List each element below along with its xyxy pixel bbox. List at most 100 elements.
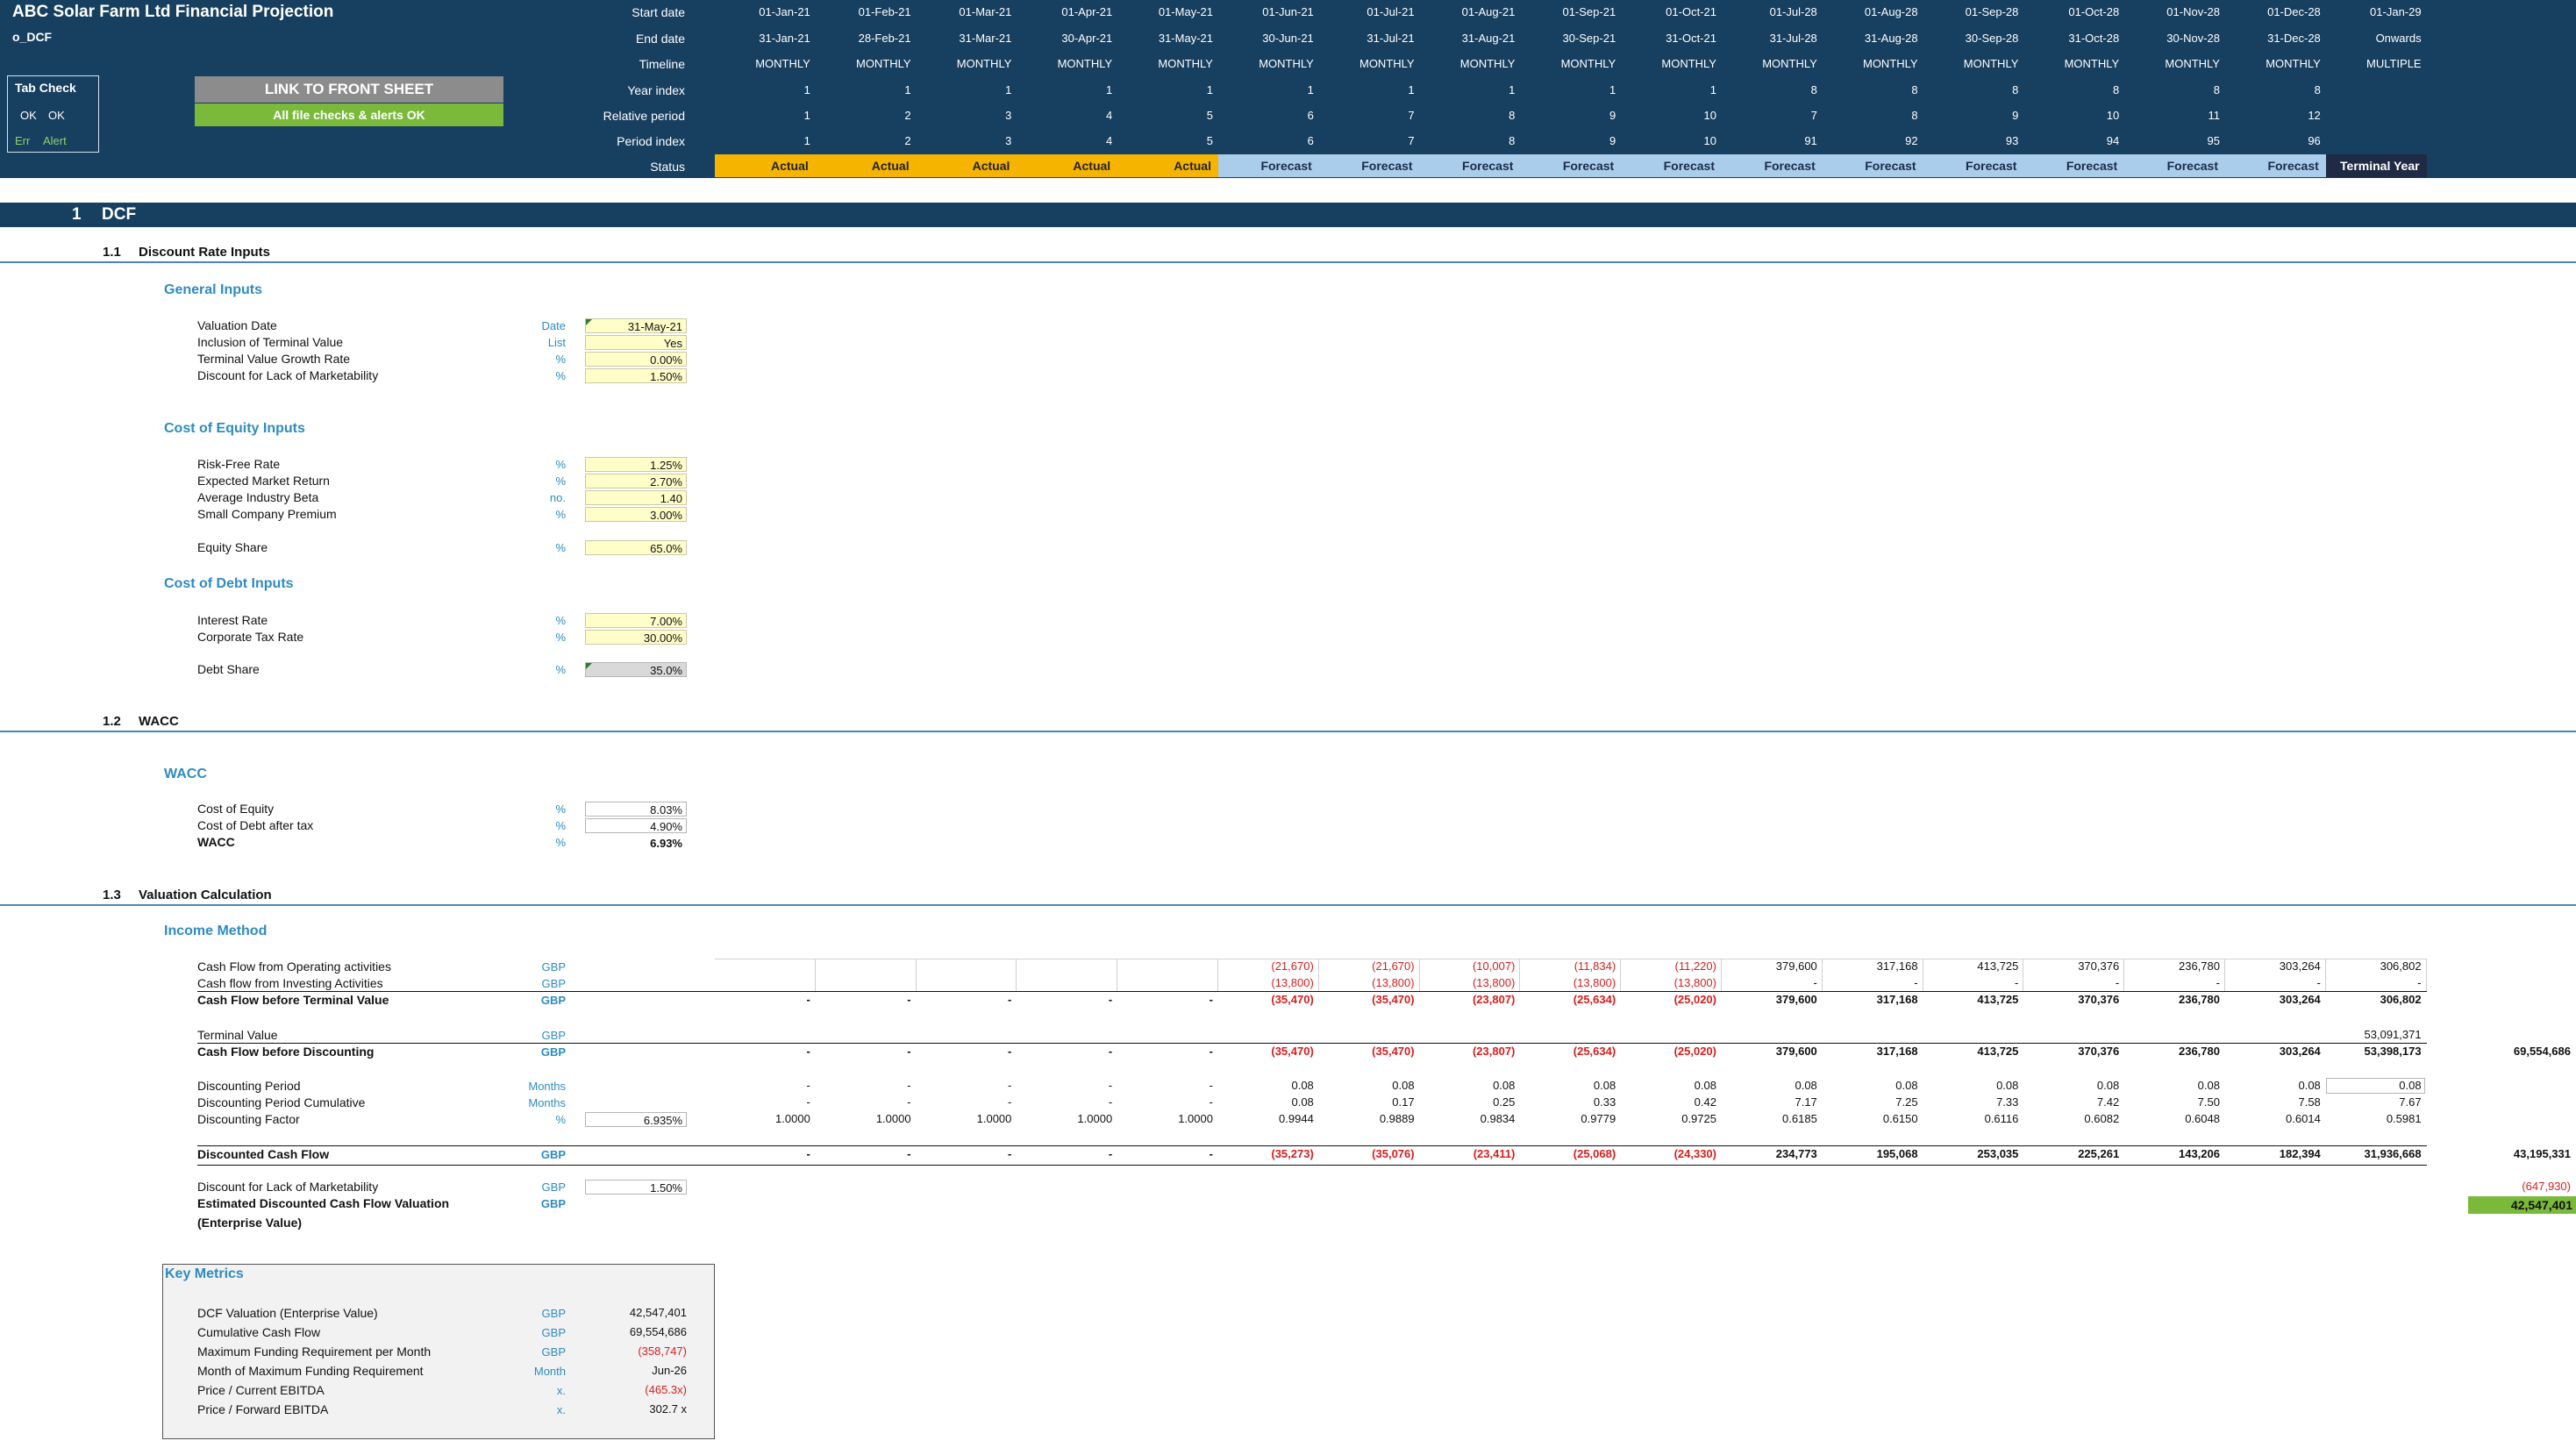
timeline-end-cell: 31-Jul-21 (1366, 32, 1415, 45)
row-label: Discount for Lack of Marketability (197, 1180, 379, 1194)
row-label: Debt Share (197, 662, 260, 676)
unit-label: GBP (541, 1029, 566, 1042)
row-label: Discounting Period (197, 1079, 301, 1093)
key-metric-label: Cumulative Cash Flow (197, 1325, 321, 1339)
timeline-timeline-cell: MONTHLY (1661, 57, 1716, 70)
value-cell: (24,330) (1673, 1147, 1716, 1160)
general-input-1[interactable]: Yes (585, 335, 687, 350)
value-cell: 53,091,371 (2364, 1028, 2422, 1041)
value-cell: (35,470) (1372, 993, 1415, 1006)
timeline-timeline-cell: MONTHLY (1862, 57, 1918, 70)
grid-column (917, 959, 1017, 991)
equity-input-2[interactable]: 1.40 (585, 490, 687, 505)
timeline-start-cell: 01-Jan-29 (2370, 5, 2422, 18)
total-cell: 43,195,331 (2513, 1147, 2571, 1160)
timeline-rel-cell: 2 (904, 109, 911, 122)
timeline-period-cell: 10 (1703, 134, 1716, 147)
general-input-2[interactable]: 0.00% (585, 352, 687, 367)
value-cell: 0.08 (1795, 1079, 1817, 1092)
timeline-period-cell: 91 (1804, 134, 1817, 147)
value-cell: 0.08 (1895, 1079, 1918, 1092)
value-cell: 0.08 (2096, 1079, 2120, 1092)
value-cell: 317,168 (1876, 1045, 1918, 1058)
timeline-end-cell: Onwards (2375, 32, 2422, 45)
value-cell: 7.42 (2096, 1095, 2120, 1109)
general-input-0[interactable]: 31-May-21 (585, 318, 687, 333)
value-cell: (25,020) (1673, 1045, 1716, 1058)
equity-input-3[interactable]: 3.00% (585, 507, 687, 522)
unit-label: GBP (540, 1197, 566, 1210)
value-cell: 7.58 (2298, 1095, 2321, 1109)
value-cell: 1.0000 (976, 1112, 1012, 1125)
value-cell: 195,068 (1876, 1147, 1918, 1160)
row-separator (197, 1145, 2427, 1146)
timeline-start-cell: 01-Sep-28 (1965, 5, 2019, 18)
enterprise-value-total[interactable]: 42,547,401 (2468, 1196, 2576, 1214)
grid-column (1520, 959, 1622, 991)
value-cell: (35,470) (1372, 1045, 1415, 1058)
unit-label: x. (556, 1384, 566, 1397)
unit-label: % (555, 369, 566, 382)
timeline-timeline-cell: MONTHLY (1359, 57, 1415, 70)
grid-column (1923, 959, 2024, 991)
value-cell: 182,394 (2279, 1147, 2321, 1160)
general-input-3[interactable]: 1.50% (585, 368, 687, 383)
subsection-title-wacc: WACC (139, 714, 179, 729)
wacc-value-0: 8.03% (585, 802, 687, 817)
grid-column (1017, 959, 1118, 991)
timeline-start-cell: 01-Feb-21 (858, 5, 911, 18)
timeline-end-cell: 30-Jun-21 (1262, 32, 1314, 45)
row-label: Cash Flow before Terminal Value (197, 993, 389, 1007)
value-cell: - (1008, 1147, 1012, 1160)
timeline-period-cell: 96 (2308, 134, 2321, 147)
key-metric-value: 69,554,686 (629, 1325, 687, 1338)
unit-label: GBP (541, 1326, 566, 1339)
key-metric-label: DCF Valuation (Enterprise Value) (197, 1306, 378, 1320)
rate-input[interactable]: 1.50% (585, 1180, 687, 1195)
value-cell: (13,800) (1573, 976, 1616, 989)
timeline-year-cell: 1 (904, 83, 911, 96)
subsection-number-1-3: 1.3 (103, 888, 121, 902)
timeline-period-cell: 7 (1408, 134, 1415, 147)
value-cell: 0.9889 (1379, 1112, 1415, 1125)
timeline-rel-cell: 4 (1105, 109, 1113, 122)
unit-label: Months (528, 1080, 566, 1093)
value-cell: 0.6185 (1782, 1112, 1817, 1125)
timeline-end-cell: 31-Aug-21 (1461, 32, 1516, 45)
value-cell: 1.0000 (1077, 1112, 1113, 1125)
timeline-start-cell: 01-May-21 (1158, 5, 1213, 18)
debt-input-1[interactable]: 30.00% (585, 630, 687, 645)
equity-input-0[interactable]: 1.25% (585, 457, 687, 472)
row-label: Interest Rate (197, 613, 268, 627)
timeline-year-cell: 8 (2314, 83, 2321, 96)
timeline-rel-cell: 6 (1307, 109, 1314, 122)
value-cell: 0.9725 (1681, 1112, 1716, 1125)
debt-share-cell[interactable]: 35.0% (585, 662, 687, 677)
timeline-rel-cell: 1 (803, 109, 810, 122)
value-cell: 0.08 (1291, 1079, 1314, 1092)
status-cell: Forecast (2124, 154, 2225, 177)
value-cell: - (1008, 1045, 1012, 1058)
value-cell: - (806, 1095, 810, 1109)
value-cell: 253,035 (1977, 1147, 2019, 1160)
equity-share-input[interactable]: 65.0% (585, 540, 687, 555)
tab-check-title: Tab Check (15, 81, 76, 95)
grid-column (1117, 959, 1218, 991)
unit-label: GBP (541, 1345, 566, 1359)
discount-period-box (2325, 1078, 2425, 1094)
timeline-end-cell: 31-Jan-21 (759, 32, 810, 45)
value-cell: 0.08 (2197, 1079, 2220, 1092)
timeline-period-cell: 9 (1609, 134, 1616, 147)
debt-input-0[interactable]: 7.00% (585, 613, 687, 628)
equity-input-1[interactable]: 2.70% (585, 474, 687, 489)
value-cell: - (1008, 1079, 1012, 1092)
link-to-front-sheet-button[interactable]: LINK TO FRONT SHEET (195, 76, 503, 103)
status-cell: Forecast (1722, 154, 1823, 177)
row-label: Discount for Lack of Marketability (197, 368, 379, 382)
rate-input[interactable]: 6.935% (585, 1112, 687, 1127)
value-cell: 379,600 (1775, 1045, 1817, 1058)
row-separator (197, 991, 2427, 992)
tab-check-ok-1: OK (20, 109, 37, 122)
timeline-rel-cell: 12 (2308, 109, 2321, 122)
unit-label: GBP (540, 1148, 566, 1161)
